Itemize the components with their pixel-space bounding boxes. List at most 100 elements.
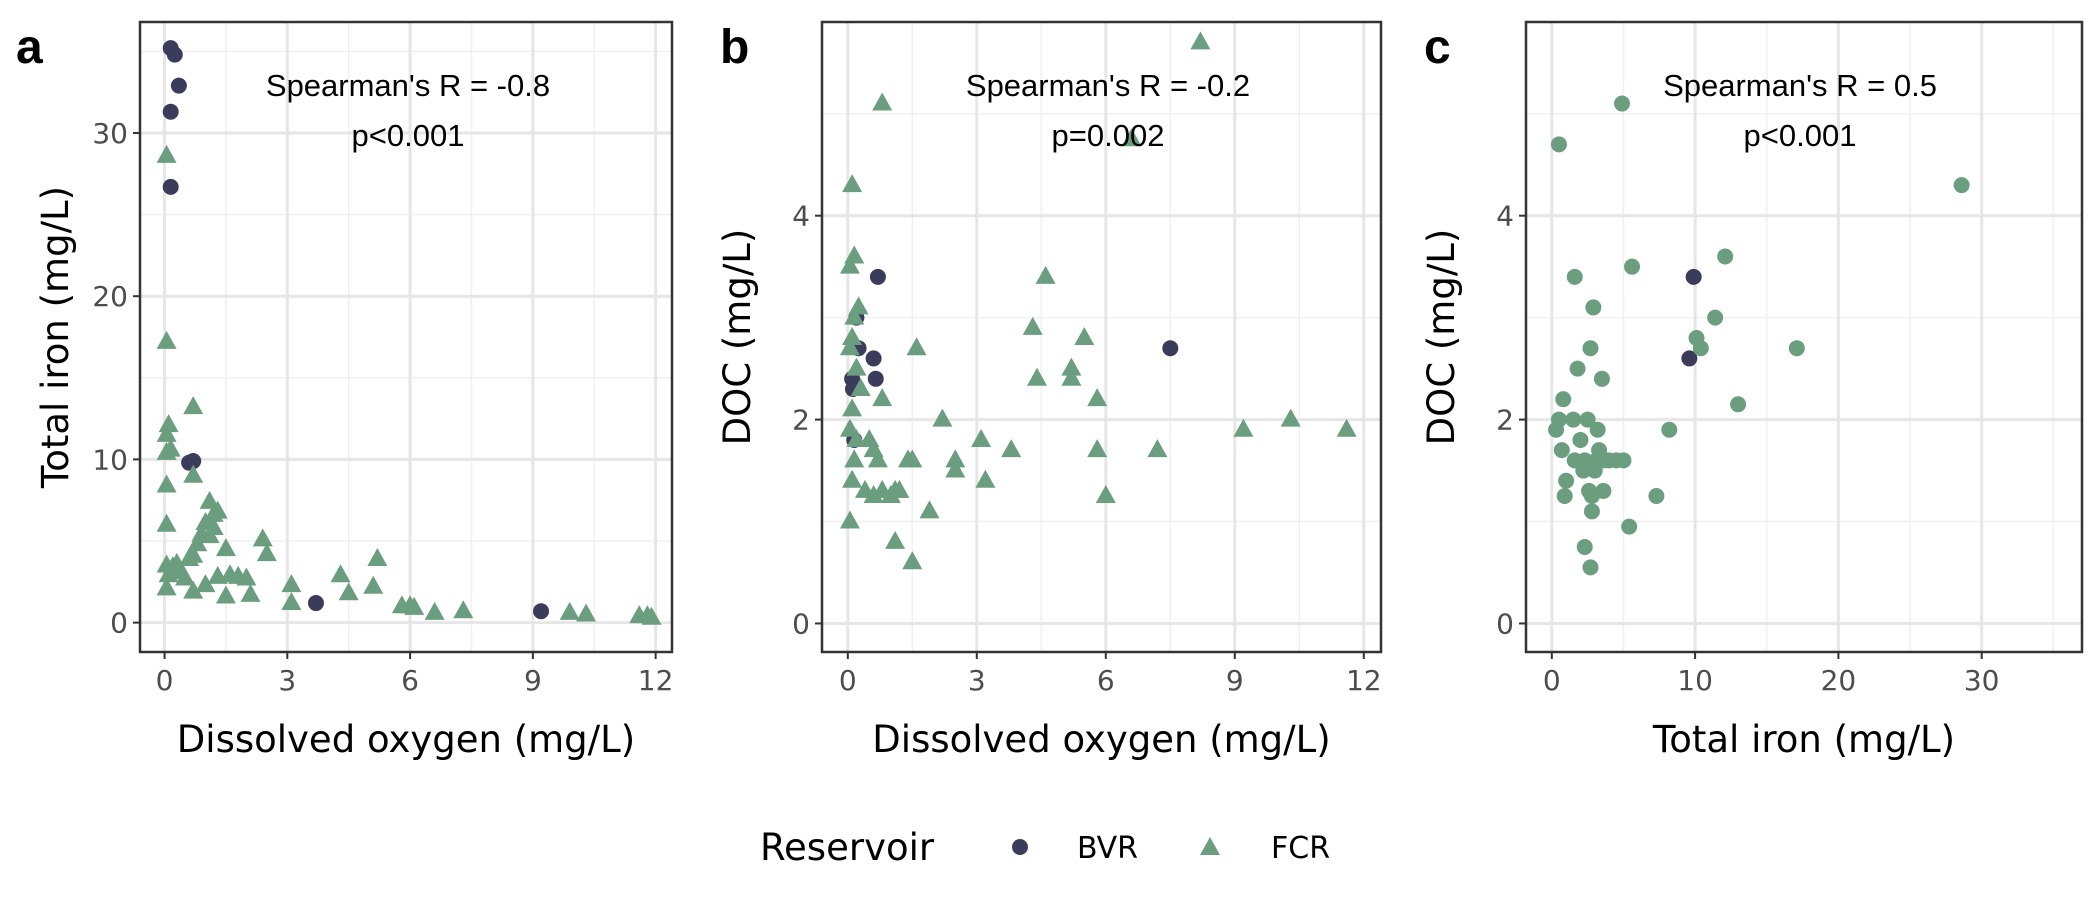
- legend-title: Reservoir: [760, 826, 935, 869]
- point-fcr: [240, 583, 261, 602]
- point-bvr: [1162, 340, 1179, 357]
- point-bvr: [162, 178, 179, 195]
- point-fcr: [1550, 136, 1567, 153]
- point-bvr: [533, 603, 550, 620]
- point-fcr: [183, 396, 204, 415]
- point-fcr: [281, 574, 302, 593]
- point-fcr: [839, 255, 860, 274]
- panel-letter: c: [1424, 21, 1451, 74]
- point-fcr: [156, 330, 177, 349]
- x-tick-label: 3: [968, 664, 986, 697]
- point-fcr: [207, 500, 228, 519]
- point-fcr: [424, 601, 445, 620]
- point-fcr: [367, 547, 388, 566]
- point-fcr: [1582, 340, 1599, 357]
- point-fcr: [1953, 177, 1970, 194]
- point-fcr: [1593, 370, 1610, 387]
- x-tick-label: 0: [156, 664, 174, 697]
- point-fcr: [1553, 442, 1570, 459]
- panel-letter: b: [720, 21, 749, 74]
- panel-border: [1524, 20, 2084, 654]
- stat-annotation: Spearman's R = -0.8: [266, 68, 550, 103]
- stat-annotation: Spearman's R = -0.2: [966, 68, 1250, 103]
- point-fcr: [846, 357, 867, 376]
- point-fcr: [1233, 418, 1254, 437]
- point-bvr: [1685, 268, 1702, 285]
- point-fcr: [1061, 357, 1082, 376]
- point-fcr: [1095, 485, 1116, 504]
- point-fcr: [1556, 488, 1573, 505]
- stat-annotation: p<0.001: [352, 118, 465, 153]
- x-tick-label: 0: [1543, 664, 1561, 697]
- x-tick-label: 9: [1226, 664, 1244, 697]
- point-fcr: [1555, 391, 1572, 408]
- legend: Reservoir BVR FCR: [760, 826, 1330, 869]
- point-bvr: [867, 370, 884, 387]
- legend-fcr-label: FCR: [1271, 831, 1330, 866]
- point-fcr: [945, 459, 966, 478]
- point-fcr: [1074, 327, 1095, 346]
- point-fcr: [453, 600, 474, 619]
- legend-bvr-label: BVR: [1077, 831, 1138, 866]
- point-fcr: [844, 449, 865, 468]
- point-fcr: [902, 551, 923, 570]
- point-fcr: [215, 538, 236, 557]
- point-fcr: [885, 530, 906, 549]
- y-tick-label: 0: [792, 607, 810, 640]
- point-fcr: [1730, 396, 1747, 413]
- point-fcr: [1589, 421, 1606, 438]
- point-fcr: [1336, 418, 1357, 437]
- point-fcr: [842, 327, 863, 346]
- legend-fcr-marker: [1200, 837, 1220, 855]
- x-tick-label: 12: [638, 664, 674, 697]
- point-fcr: [156, 474, 177, 493]
- point-fcr: [1061, 367, 1082, 386]
- point-fcr: [839, 337, 860, 356]
- point-fcr: [1087, 388, 1108, 407]
- panel-b: 0 3 6 9 12 0 2 4 Dissolved oxygen (mg/L) DOC (mg/…: [716, 20, 1383, 761]
- point-fcr: [872, 388, 893, 407]
- stat-annotation: p<0.001: [1744, 118, 1857, 153]
- point-fcr: [252, 528, 273, 547]
- point-fcr: [1648, 488, 1665, 505]
- point-fcr: [1035, 265, 1056, 284]
- point-fcr: [1583, 503, 1600, 520]
- point-fcr: [1595, 482, 1612, 499]
- y-tick-label: 2: [1496, 404, 1514, 437]
- point-fcr: [156, 144, 177, 163]
- point-fcr: [175, 567, 196, 586]
- point-fcr: [1027, 367, 1047, 386]
- point-bvr: [865, 350, 882, 367]
- y-tick-label: 0: [1496, 607, 1514, 640]
- x-tick-label: 9: [524, 664, 542, 697]
- legend-bvr-marker: [1012, 839, 1028, 855]
- panel-a: 0 3 6 9 12 0 10 20 30 Dissolved oxygen (mg/L) Tota…: [16, 20, 674, 761]
- x-tick-label: 30: [1964, 664, 2000, 697]
- x-tick-label: 0: [839, 664, 857, 697]
- point-fcr: [156, 441, 177, 460]
- point-fcr: [863, 485, 884, 504]
- x-axis-title: Dissolved oxygen (mg/L): [872, 718, 1330, 761]
- panel-c: 0 10 20 30 0 2 4 Total iron (mg/L) DOC (mg/L) c Sp…: [1420, 20, 2084, 761]
- point-fcr: [906, 337, 927, 356]
- point-fcr: [1624, 258, 1641, 275]
- point-fcr: [215, 585, 236, 604]
- point-fcr: [1190, 31, 1211, 50]
- point-fcr: [256, 543, 277, 562]
- x-tick-label: 3: [278, 664, 296, 697]
- point-bvr: [166, 46, 183, 63]
- point-fcr: [1614, 95, 1631, 112]
- point-bvr: [170, 77, 187, 94]
- point-fcr: [1615, 452, 1632, 469]
- point-fcr: [872, 92, 893, 111]
- point-fcr: [1569, 360, 1586, 377]
- point-fcr: [195, 574, 216, 593]
- y-tick-label: 4: [792, 200, 810, 233]
- y-axis-title: DOC (mg/L): [1420, 229, 1463, 446]
- point-fcr: [1788, 340, 1805, 357]
- y-axis-title: Total iron (mg/L): [34, 186, 77, 489]
- point-fcr: [183, 464, 204, 483]
- point-fcr: [576, 603, 597, 622]
